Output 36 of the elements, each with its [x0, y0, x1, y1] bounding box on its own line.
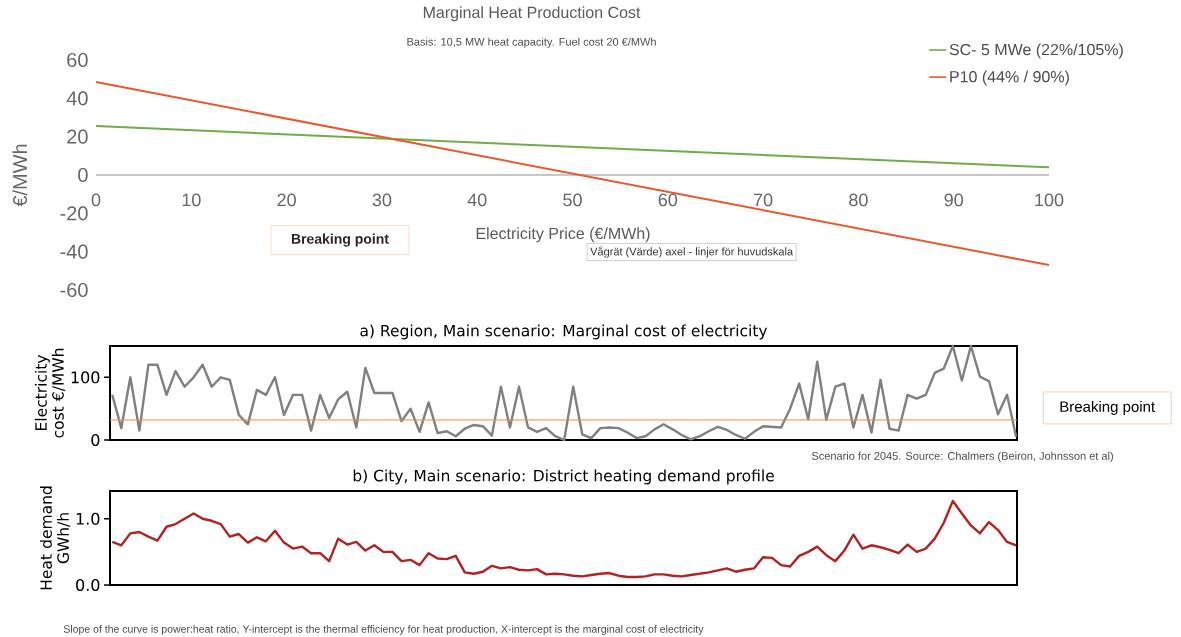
x-tick-label: 70 [754, 193, 773, 207]
annotation: Vågrät (Värde) axel - linjer för huvudskala [590, 246, 794, 258]
y-tick-label: 60 [67, 52, 88, 68]
y-tick-label: 0 [78, 167, 88, 183]
annotation: Breaking point [291, 233, 389, 247]
x-tick-label: 50 [563, 193, 582, 207]
legend-label: SC- 5 MWe (22%/105%) [949, 43, 1123, 59]
x-tick-label: 20 [277, 193, 296, 207]
x-axis-title: Electricity Price (€/MWh) [476, 227, 650, 243]
ref-line-label: Breaking point [1060, 400, 1156, 415]
chart-title: b) City, Main scenario: District heating demand profile [353, 469, 774, 485]
text: Scenario for 2045. Source: Chalmers (Beiron, Johnsson et al) [811, 451, 1113, 463]
text: Slope of the curve is power:heat ratio, Y-intercept is the thermal efficiency for heat production, X-intercept is the marginal cost of electricity [63, 625, 704, 635]
y-tick-label: 40 [66, 91, 88, 106]
chart-title: a) Region, Main scenario: Marginal cost of electricity [360, 324, 768, 340]
chart-title: Marginal Heat Production Cost [423, 6, 641, 22]
x-tick-label: 60 [658, 193, 678, 207]
y-axis-title: €/MWh [12, 144, 28, 207]
y-tick-label: -60 [60, 282, 88, 298]
y-tick-label: 1.0 [76, 512, 100, 525]
x-tick-label: 40 [467, 193, 487, 207]
y-tick-label: 0 [91, 433, 100, 447]
legend-label: P10 (44% / 90%) [950, 70, 1069, 86]
y-tick-label: -20 [60, 206, 88, 221]
y-axis-title: Electricity cost €/MWh [34, 348, 66, 438]
x-tick-label: 100 [1035, 193, 1064, 207]
y-tick-label: 20 [67, 129, 88, 144]
chart-subtitle: Basis: 10,5 MW heat capacity. Fuel cost 20 €/MWh [407, 37, 656, 48]
y-axis-title: Heat demand GWh/h [39, 486, 71, 590]
x-tick-label: 30 [372, 193, 392, 207]
y-tick-label: 0.0 [76, 578, 100, 592]
x-tick-label: 90 [944, 193, 964, 207]
y-tick-label: -40 [60, 244, 88, 259]
x-tick-label: 80 [849, 193, 868, 207]
y-tick-label: 100 [71, 371, 100, 384]
x-tick-label: 10 [182, 193, 201, 207]
